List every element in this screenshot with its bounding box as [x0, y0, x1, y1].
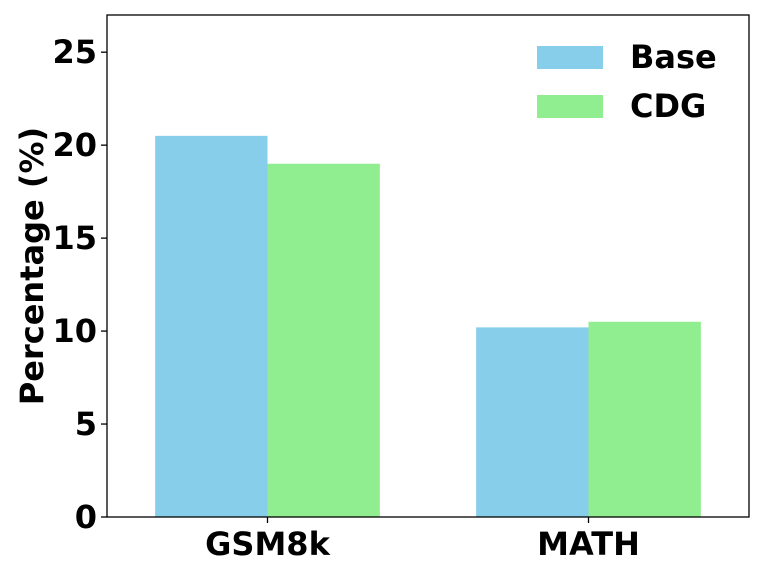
x-axis: GSM8k MATH: [205, 517, 640, 563]
legend-label-cdg: CDG: [630, 87, 706, 125]
x-tick-label: MATH: [537, 525, 640, 563]
bar-cdg-gsm8k: [267, 163, 380, 518]
y-tick-label: 15: [52, 219, 97, 257]
y-axis-label: Percentage (%): [13, 127, 51, 405]
x-tick-label: GSM8k: [205, 525, 330, 563]
bar-base-math: [476, 327, 589, 517]
bar-base-gsm8k: [155, 135, 268, 517]
legend: Base CDG: [537, 38, 717, 125]
bar-cdg-math: [588, 321, 701, 517]
y-axis: 0 5 10 15 20 25: [52, 33, 107, 536]
y-tick-label: 5: [75, 405, 97, 443]
plot-frame: [106, 14, 750, 518]
y-tick-label: 10: [52, 312, 97, 350]
legend-swatch-base: [537, 46, 603, 69]
y-tick-label: 20: [52, 126, 97, 164]
y-tick-label: 25: [52, 33, 97, 71]
y-tick-label: 0: [75, 498, 97, 536]
bars-layer: [155, 135, 701, 518]
legend-label-base: Base: [630, 38, 717, 76]
legend-swatch-cdg: [537, 95, 603, 118]
